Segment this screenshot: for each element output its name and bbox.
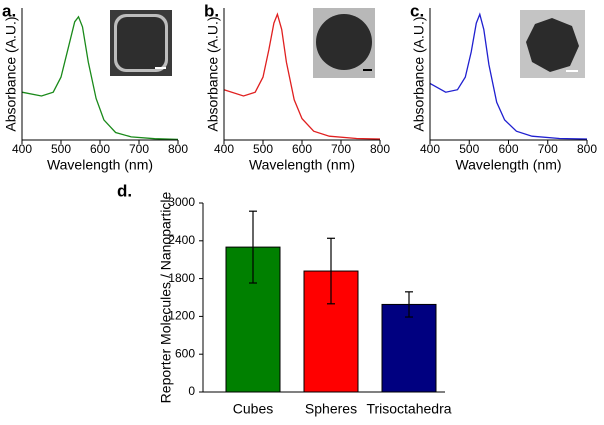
bar bbox=[381, 303, 437, 393]
x-tick-label: 800 bbox=[577, 142, 597, 156]
panel-label: d. bbox=[117, 181, 132, 200]
spectrum-line bbox=[429, 12, 588, 140]
x-axis-title: Wavelength (nm) bbox=[455, 157, 561, 173]
x-tick-label: 800 bbox=[168, 142, 188, 156]
error-bar bbox=[327, 237, 335, 305]
x-tick-label: Cubes bbox=[233, 401, 273, 417]
y-tick-label: 1800 bbox=[168, 271, 195, 285]
y-tick-label: 0 bbox=[188, 384, 195, 398]
x-tick-label: 600 bbox=[90, 142, 110, 156]
panel-label: b. bbox=[204, 1, 219, 20]
x-tick-label: 500 bbox=[459, 142, 479, 156]
y-tick-label: 2400 bbox=[168, 233, 195, 247]
x-tick-label: Trisoctahedra bbox=[366, 401, 451, 417]
x-tick-label: 600 bbox=[292, 142, 312, 156]
x-tick-label: 600 bbox=[498, 142, 518, 156]
inset-image-c bbox=[520, 10, 585, 78]
panel-label: a. bbox=[2, 1, 16, 20]
x-tick-label: 700 bbox=[129, 142, 149, 156]
y-tick-label: 3000 bbox=[168, 195, 195, 209]
x-tick-label: 400 bbox=[12, 142, 32, 156]
x-tick-label: 700 bbox=[331, 142, 351, 156]
y-tick-label: 1200 bbox=[168, 309, 195, 323]
spectrum-line bbox=[223, 12, 381, 140]
y-axis-title: Reporter Molecules / Nanoparticle bbox=[158, 191, 174, 403]
error-bar bbox=[249, 210, 257, 284]
panel-label: c. bbox=[410, 1, 424, 20]
inset-image-a bbox=[110, 10, 172, 76]
x-tick-label: Spheres bbox=[305, 401, 357, 417]
inset-image-b bbox=[313, 8, 375, 78]
y-axis-title: Absorbance (A.U.) bbox=[411, 16, 427, 131]
x-tick-label: 400 bbox=[214, 142, 234, 156]
x-tick-label: 800 bbox=[370, 142, 390, 156]
y-axis-title: Absorbance (A.U.) bbox=[3, 16, 19, 131]
x-tick-label: 700 bbox=[538, 142, 558, 156]
x-tick-label: 500 bbox=[51, 142, 71, 156]
spectrum-line bbox=[21, 15, 179, 141]
x-tick-label: 400 bbox=[420, 142, 440, 156]
y-axis-title: Absorbance (A.U.) bbox=[205, 16, 221, 131]
y-tick-label: 600 bbox=[175, 346, 195, 360]
x-axis-title: Wavelength (nm) bbox=[47, 157, 153, 173]
error-bar bbox=[405, 291, 413, 318]
x-tick-label: 500 bbox=[253, 142, 273, 156]
x-axis-title: Wavelength (nm) bbox=[249, 157, 355, 173]
